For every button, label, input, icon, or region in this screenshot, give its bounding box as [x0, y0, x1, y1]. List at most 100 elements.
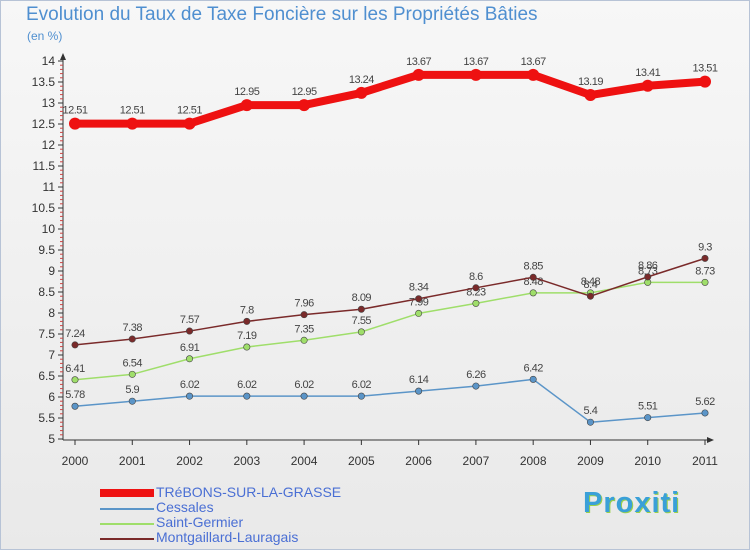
data-point-1 [128, 397, 136, 405]
data-point-0 [355, 86, 368, 99]
data-label-0: 13.67 [463, 56, 488, 68]
data-point-0 [298, 99, 311, 112]
data-label-3: 9.3 [698, 241, 712, 253]
data-label-2: 6.41 [65, 363, 85, 375]
data-point-0 [412, 68, 425, 81]
legend-swatch-trebons [100, 489, 154, 497]
data-point-1 [586, 418, 594, 426]
data-label-1: 6.14 [409, 374, 429, 386]
legend-swatch-cessales [100, 508, 154, 510]
data-label-2: 8.73 [695, 265, 715, 277]
data-label-3: 8.34 [409, 282, 429, 294]
data-label-1: 6.42 [523, 362, 543, 374]
x-tick-label: 2001 [119, 454, 146, 468]
data-point-0 [240, 99, 253, 112]
data-point-1 [415, 387, 423, 395]
line-chart: 5 5.5 6 6.5 7 7.5 8 8.5 9 9.5 10 10.5 11 11.5 12 12.5 13… [32, 53, 718, 468]
data-label-0: 13.41 [635, 67, 660, 79]
data-label-3: 8.6 [469, 271, 483, 283]
y-tick-label: 5 [48, 432, 55, 446]
data-label-2: 7.19 [237, 330, 257, 342]
data-label-0: 12.51 [62, 105, 87, 117]
data-label-0: 13.51 [692, 63, 717, 75]
data-label-2: 7.35 [294, 323, 314, 335]
x-tick-label: 2006 [405, 454, 432, 468]
y-tick-label: 9.5 [38, 243, 55, 257]
data-point-1 [357, 392, 365, 400]
data-label-0: 13.24 [349, 74, 374, 86]
data-label-2: 6.54 [123, 357, 143, 369]
data-label-0: 13.67 [406, 56, 431, 68]
data-label-3: 8.4 [584, 279, 598, 291]
data-label-1: 5.62 [695, 396, 715, 408]
y-tick-label: 11 [43, 180, 56, 194]
data-label-2: 7.55 [352, 315, 372, 327]
data-point-1 [701, 409, 709, 417]
data-point-3 [644, 273, 652, 281]
y-tick-label: 8.5 [38, 285, 55, 299]
data-point-3 [243, 317, 251, 325]
y-tick-label: 14 [42, 54, 56, 68]
data-point-1 [529, 375, 537, 383]
data-point-0 [527, 68, 540, 81]
data-label-3: 7.57 [180, 314, 200, 326]
y-tick-label: 9 [48, 264, 55, 278]
y-tick-label: 12.5 [32, 117, 56, 131]
y-tick-label: 7 [48, 348, 55, 362]
data-label-0: 12.51 [120, 105, 145, 117]
data-point-3 [300, 311, 308, 319]
data-point-1 [300, 392, 308, 400]
y-tick-label: 10 [42, 222, 56, 236]
legend-label-cessales: Cessales [156, 499, 214, 515]
proxiti-logo: Proxiti [583, 487, 681, 519]
data-label-0: 13.19 [578, 76, 603, 88]
data-label-1: 6.02 [352, 379, 372, 391]
x-tick-label: 2009 [577, 454, 604, 468]
data-point-0 [584, 89, 597, 102]
data-label-3: 7.96 [294, 298, 314, 310]
x-tick-label: 2008 [520, 454, 547, 468]
x-axis-arrow [707, 437, 714, 443]
y-tick-label: 10.5 [32, 201, 56, 215]
data-label-0: 12.95 [234, 86, 259, 98]
y-tick-label: 12 [42, 138, 56, 152]
data-point-0 [699, 75, 711, 88]
data-point-3 [186, 327, 194, 335]
data-point-2 [128, 370, 136, 378]
series-line-1 [74, 378, 706, 423]
data-label-3: 8.85 [523, 260, 543, 272]
data-label-0: 13.67 [521, 56, 546, 68]
y-axis-arrow [60, 53, 66, 60]
data-point-0 [641, 79, 654, 92]
data-point-3 [586, 292, 594, 300]
data-point-3 [701, 254, 709, 262]
y-tick-label: 6.5 [38, 369, 55, 383]
data-label-1: 5.9 [125, 384, 139, 396]
data-label-2: 8.48 [581, 276, 601, 288]
legend-label-saint-germier: Saint-Germier [156, 514, 244, 530]
series-line-0 [75, 70, 706, 128]
x-tick-label: 2003 [233, 454, 260, 468]
data-point-3 [128, 335, 136, 343]
data-label-1: 5.51 [638, 401, 658, 413]
series-line-2 [74, 281, 705, 381]
x-tick-label: 2005 [348, 454, 375, 468]
data-label-1: 5.4 [584, 405, 598, 417]
data-point-2 [472, 299, 480, 307]
data-point-0 [126, 117, 139, 130]
data-point-3 [415, 295, 423, 303]
legend-label-montgaillard: Montgaillard-Lauragais [156, 529, 299, 545]
y-tick-label: 5.5 [38, 411, 55, 425]
data-point-2 [415, 309, 423, 317]
y-tick-label: 6 [48, 390, 55, 404]
data-point-2 [701, 278, 709, 286]
x-tick-label: 2011 [692, 454, 718, 468]
data-point-0 [469, 68, 482, 81]
data-point-2 [529, 289, 537, 297]
legend-swatch-saint-germier [100, 523, 154, 525]
chart-title: Evolution du Taux de Taxe Foncière sur l… [26, 4, 538, 25]
data-point-2 [243, 343, 251, 351]
data-point-1 [186, 392, 194, 400]
y-tick-label: 7.5 [38, 327, 55, 341]
series-line-3 [74, 257, 706, 346]
